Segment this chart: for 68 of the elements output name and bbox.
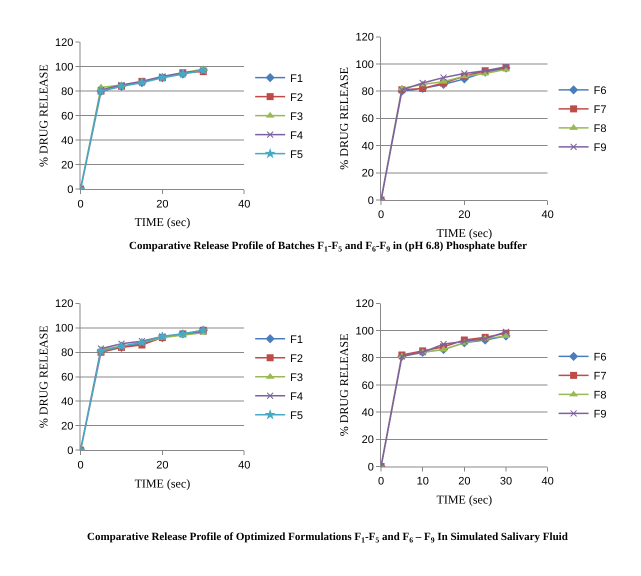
legend-label: F2 bbox=[290, 92, 303, 104]
x-tick-label: 20 bbox=[156, 459, 169, 472]
y-axis-title: % DRUG RELEASE bbox=[336, 334, 351, 436]
y-axis-title: % DRUG RELEASE bbox=[36, 325, 50, 428]
y-tick-label: 80 bbox=[61, 86, 74, 98]
x-tick-label: 20 bbox=[156, 198, 169, 210]
text: Comparative Release Profile of Optimized Formulations F$_{1}$-F$_{5}$ and F$_{6}$ – F$_{9}$ In Simulated Salivary Fluid bbox=[87, 531, 568, 544]
y-tick-label: 40 bbox=[61, 396, 74, 408]
legend-label: F9 bbox=[594, 142, 606, 154]
y-tick-label: 100 bbox=[55, 62, 74, 74]
y-tick-label: 80 bbox=[362, 86, 374, 98]
x-tick-label: 0 bbox=[378, 209, 384, 222]
y-tick-label: 40 bbox=[362, 140, 374, 152]
legend-label: F6 bbox=[594, 352, 606, 364]
y-tick-label: 20 bbox=[362, 168, 374, 180]
x-tick-label: 40 bbox=[238, 198, 250, 210]
legend-label: F2 bbox=[290, 353, 303, 366]
legend-label: F5 bbox=[290, 410, 303, 422]
y-tick-label: 40 bbox=[362, 406, 374, 419]
x-axis-title: TIME (sec) bbox=[436, 226, 492, 240]
y-tick-label: 60 bbox=[362, 113, 374, 126]
x-tick-label: 0 bbox=[78, 459, 84, 472]
x-tick-label: 0 bbox=[378, 476, 384, 488]
y-tick-label: 120 bbox=[355, 32, 374, 44]
x-tick-label: 40 bbox=[542, 209, 554, 222]
y-tick-label: 120 bbox=[55, 37, 74, 50]
legend-label: F5 bbox=[290, 148, 303, 161]
y-tick-label: 80 bbox=[61, 347, 74, 360]
x-tick-label: 20 bbox=[458, 476, 470, 488]
y-tick-label: 60 bbox=[61, 110, 74, 122]
legend-label: F3 bbox=[290, 372, 303, 384]
y-axis-title: % DRUG RELEASE bbox=[336, 67, 351, 170]
x-axis-title: TIME (sec) bbox=[134, 476, 190, 490]
legend-label: F7 bbox=[594, 370, 606, 383]
y-tick-label: 100 bbox=[355, 58, 374, 71]
x-axis-title: TIME (sec) bbox=[134, 215, 190, 230]
x-tick-label: 30 bbox=[500, 476, 512, 488]
y-tick-label: 100 bbox=[55, 322, 74, 335]
legend-label: F4 bbox=[290, 391, 303, 404]
legend-label: F7 bbox=[594, 104, 606, 116]
legend-label: F1 bbox=[290, 72, 303, 85]
x-tick-label: 10 bbox=[416, 476, 429, 488]
x-axis-title: TIME (sec) bbox=[436, 492, 492, 507]
legend-label: F9 bbox=[594, 408, 606, 421]
y-tick-label: 20 bbox=[362, 434, 374, 446]
legend-label: F8 bbox=[594, 123, 606, 136]
y-tick-label: 40 bbox=[61, 134, 74, 147]
y-tick-label: 20 bbox=[61, 159, 74, 172]
y-tick-label: 60 bbox=[61, 372, 74, 384]
y-tick-label: 80 bbox=[362, 352, 374, 365]
x-tick-label: 40 bbox=[542, 476, 554, 488]
text: Comparative Release Profile of Batches F$_{1}$-F$_{5}$ and F$_{6}$-F$_{9}$ in (pH 6.8) Phosphate buffer bbox=[129, 240, 528, 254]
legend-label: F1 bbox=[290, 334, 303, 346]
y-tick-label: 20 bbox=[61, 420, 74, 433]
x-tick-label: 20 bbox=[458, 209, 470, 222]
y-tick-label: 60 bbox=[362, 380, 374, 392]
legend-label: F4 bbox=[290, 130, 303, 142]
legend-label: F6 bbox=[594, 85, 606, 98]
y-tick-label: 100 bbox=[355, 325, 374, 338]
y-axis-title: % DRUG RELEASE bbox=[36, 64, 50, 167]
x-tick-label: 0 bbox=[78, 198, 84, 210]
legend-label: F3 bbox=[290, 110, 303, 123]
y-tick-label: 120 bbox=[55, 298, 74, 310]
legend-label: F8 bbox=[594, 390, 606, 402]
y-tick-label: 0 bbox=[67, 445, 74, 458]
y-tick-label: 120 bbox=[355, 298, 374, 310]
x-tick-label: 40 bbox=[238, 459, 250, 472]
y-tick-label: 0 bbox=[67, 184, 74, 196]
